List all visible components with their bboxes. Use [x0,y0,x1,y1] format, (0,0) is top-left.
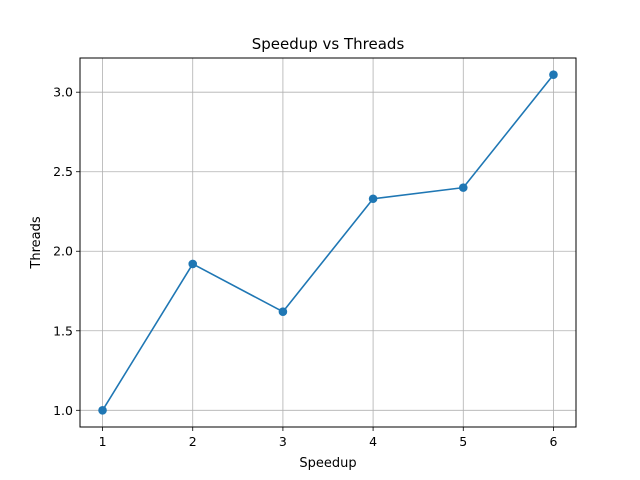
x-tick-label: 2 [189,434,197,449]
x-tick-label: 3 [279,434,287,449]
data-point [549,70,558,80]
chart-title: Speedup vs Threads [252,35,405,53]
x-tick-label: 6 [549,434,557,449]
y-tick-label: 3.0 [53,85,73,100]
y-tick-label: 1.0 [53,403,73,418]
y-tick-label: 2.0 [53,244,73,259]
grid [80,58,576,427]
series-layer [98,70,558,415]
plot-frame [79,57,577,428]
series-line [101,74,555,411]
x-tick-label: 1 [99,434,107,449]
data-point [278,307,288,316]
y-tick-label: 2.5 [53,164,73,179]
y-tick-label: 1.5 [53,323,73,338]
data-point [458,183,468,192]
x-tick-label: 5 [459,434,467,449]
x-axis-label: Speedup [299,456,356,471]
y-axis-label: Threads [29,216,44,269]
data-point [188,259,198,269]
data-point [368,194,378,204]
data-point [98,405,107,415]
x-tick-label: 4 [369,434,377,449]
ticks: 1 2 3 4 5 6 1.0 1.5 2.0 2.5 3.0 [53,85,557,449]
